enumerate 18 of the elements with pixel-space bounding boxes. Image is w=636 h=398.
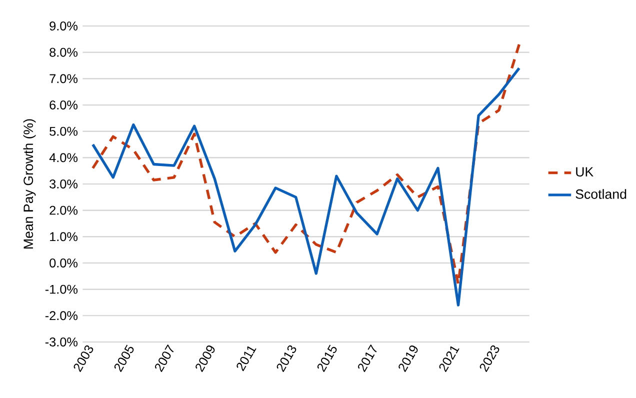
line-series xyxy=(91,66,521,306)
y-tick-label: 7.0% xyxy=(50,74,78,84)
y-tick-label: 3.0% xyxy=(50,180,78,188)
line-series xyxy=(91,43,521,286)
legend-label: UK xyxy=(576,167,594,177)
y-tick-label: 9.0% xyxy=(50,22,78,30)
y-tick-label: 5.0% xyxy=(50,126,78,136)
y-tick-label: 2.0% xyxy=(50,206,78,215)
y-tick-label: -2.0% xyxy=(45,311,78,320)
y-tick-label: 6.0% xyxy=(50,100,78,110)
y-tick-label: 1.0% xyxy=(50,232,78,242)
y-tick-label: -1.0% xyxy=(45,284,78,294)
y-tick-label: 0.0% xyxy=(50,258,78,268)
y-tick-label: -3.0% xyxy=(45,338,78,346)
y-tick-label: 8.0% xyxy=(50,48,78,57)
legend-label: Scotland xyxy=(576,189,626,199)
y-tick-label: 4.0% xyxy=(49,153,78,162)
y-axis-title: Mean Pay Growth (%) xyxy=(23,119,36,248)
